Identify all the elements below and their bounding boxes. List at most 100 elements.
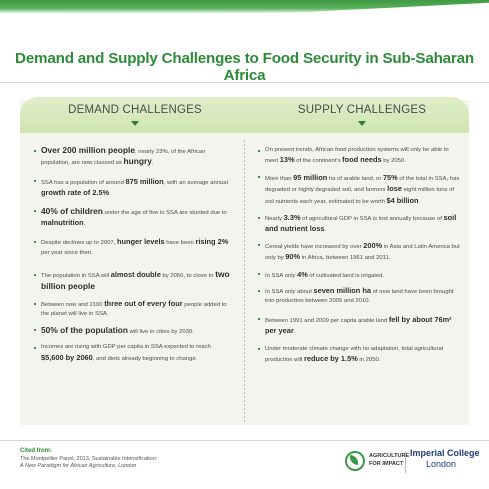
column-divider (244, 140, 245, 422)
body-text: . (151, 160, 154, 167)
title-divider (0, 82, 489, 83)
supply-item: In SSA only about seven million ha of ne… (258, 286, 462, 307)
body-text: eight million tons of soil nutrients eac… (265, 187, 455, 205)
body-text: Despite declines up to 2007, (41, 240, 117, 247)
body-text: per year since then. (41, 249, 93, 256)
body-text: , nearly 23%, of the African population,… (41, 149, 206, 167)
leaf-icon (350, 455, 358, 465)
body-text: of the total in SSA, has degraded or hig… (265, 175, 460, 194)
emphasis-text: 40% of children (41, 205, 103, 216)
emphasis-text: almost double (110, 270, 161, 280)
agriculture-logo-text: AGRICULTURE FOR IMPACT (369, 452, 429, 468)
emphasis-text: 95 million (293, 172, 328, 182)
demand-item: Between now and 2100 three out of every … (34, 299, 234, 320)
emphasis-text: $4 billion (386, 195, 419, 205)
body-text: , and diets already beginning to change. (92, 355, 198, 362)
demand-item: The population in SSA will almost double… (34, 269, 234, 293)
citation-line-1: The Montpellier Panel, 2013, Sustainable… (20, 455, 158, 462)
body-text: Between now and 2100 (41, 302, 105, 309)
body-text: in Africa, between 1961 and 2011. (300, 255, 391, 262)
body-text: Cereal yields have increased by over (265, 243, 364, 250)
demand-arrow-icon (131, 121, 139, 126)
body-text: by 2050, to close to (160, 273, 216, 280)
body-text: Between 1991 and 2009 per capita arable … (265, 317, 389, 324)
body-text: of agricultural GDP in SSA is lost annua… (300, 216, 444, 223)
page-title: Demand and Supply Challenges to Food Sec… (15, 50, 474, 84)
supply-item: On present trends, African food producti… (258, 146, 462, 167)
demand-list: Over 200 million people, nearly 23%, of … (34, 145, 234, 364)
emphasis-text: 75% (382, 172, 398, 182)
emphasis-text: hungry (123, 156, 152, 167)
body-text: will live in cities by 2030. (128, 328, 194, 335)
emphasis-text: two billion people (41, 269, 230, 291)
body-text: , with an average annual (163, 179, 228, 186)
body-text: SSA has a population of around (41, 179, 126, 186)
body-text: On present trends, African food producti… (265, 147, 449, 165)
emphasis-text: 200% (363, 240, 383, 250)
demand-item: 40% of children under the age of five in… (34, 205, 234, 230)
emphasis-text: growth rate of 2.5% (41, 188, 110, 198)
supply-item: In SSA only 4% of cultivated land is irr… (258, 270, 462, 281)
emphasis-text: rising 2% (195, 237, 229, 247)
body-text: Under moderate climate change with no ad… (265, 345, 444, 364)
emphasis-text: 4% (297, 269, 308, 279)
emphasis-text: 90% (285, 252, 301, 262)
footer-divider (0, 440, 489, 441)
imperial-line-2: London (426, 459, 457, 469)
emphasis-text: food needs (342, 155, 382, 165)
emphasis-text: 875 million (125, 176, 164, 186)
agriculture-leaf-icon (345, 451, 365, 471)
citation: Cited from: The Montpellier Panel, 2013,… (20, 448, 280, 471)
body-text: in Asia and Latin America but only by (265, 243, 460, 262)
imperial-line-1: Imperial College (410, 448, 480, 458)
body-text: of cultivated land is irrigated. (307, 272, 385, 279)
heading-band (20, 97, 469, 133)
body-text: More than (265, 175, 294, 182)
body-text: . (83, 221, 86, 228)
emphasis-text: 50% of the population (41, 324, 129, 335)
emphasis-text: three out of every four (104, 299, 183, 309)
body-text: ha of arable land, or (327, 175, 383, 182)
demand-item: Despite declines up to 2007, hunger leve… (34, 237, 234, 258)
emphasis-text: reduce by 1.5% (303, 354, 358, 364)
agri-line-1: AGRICULTURE (369, 453, 410, 459)
body-text: under the age of five in SSA are stunted… (102, 209, 227, 216)
body-text: of new land have been brought into produ… (265, 289, 454, 305)
agri-line-2: FOR IMPACT (369, 461, 404, 467)
demand-item: SSA has a population of around 875 milli… (34, 177, 234, 200)
body-text: of the continent's (294, 158, 343, 165)
body-text: Nearly (265, 216, 284, 223)
emphasis-text: 3.3% (283, 213, 301, 223)
body-text: Incomes are rising with GDP per capita i… (41, 344, 211, 351)
body-text: In SSA only (265, 272, 298, 279)
citation-line-2: A New Paradigm for African Agriculture, … (20, 463, 137, 470)
supply-arrow-icon (358, 121, 366, 126)
logo-separator (405, 451, 406, 473)
emphasis-text: $5,600 by 2060 (41, 352, 93, 362)
demand-item: Over 200 million people, nearly 23%, of … (34, 145, 234, 169)
top-accent-bar (0, 0, 489, 14)
body-text: . (324, 227, 327, 234)
body-text: . (293, 329, 296, 336)
supply-item: Nearly 3.3% of agricultural GDP in SSA i… (258, 213, 462, 236)
emphasis-text: soil and nutrient loss (265, 213, 457, 234)
imperial-college-logo: Imperial College London (410, 448, 485, 470)
demand-item: 50% of the population will live in citie… (34, 324, 234, 337)
body-text: in 2050. (357, 357, 381, 364)
demand-item: Incomes are rising with GDP per capita i… (34, 343, 234, 364)
citation-heading: Cited from: (20, 448, 52, 454)
supply-item: More than 95 million ha of arable land, … (258, 173, 462, 207)
body-text: The population in SSA will (41, 273, 111, 280)
emphasis-text: hunger levels (116, 237, 165, 247)
emphasis-text: fell by about 76m² per year (265, 314, 452, 336)
supply-item: Under moderate climate change with no ad… (258, 345, 462, 366)
supply-item: Cereal yields have increased by over 200… (258, 241, 462, 264)
emphasis-text: seven million ha (313, 286, 371, 296)
body-text: In SSA only about (265, 289, 314, 296)
body-text: by 2050. (381, 158, 406, 165)
demand-heading: DEMAND CHALLENGES (68, 104, 202, 116)
body-text: people added to the planet will live in … (41, 302, 227, 318)
body-text: have been (164, 240, 196, 247)
supply-item: Between 1991 and 2009 per capita arable … (258, 315, 462, 338)
emphasis-text: lose (387, 184, 402, 194)
